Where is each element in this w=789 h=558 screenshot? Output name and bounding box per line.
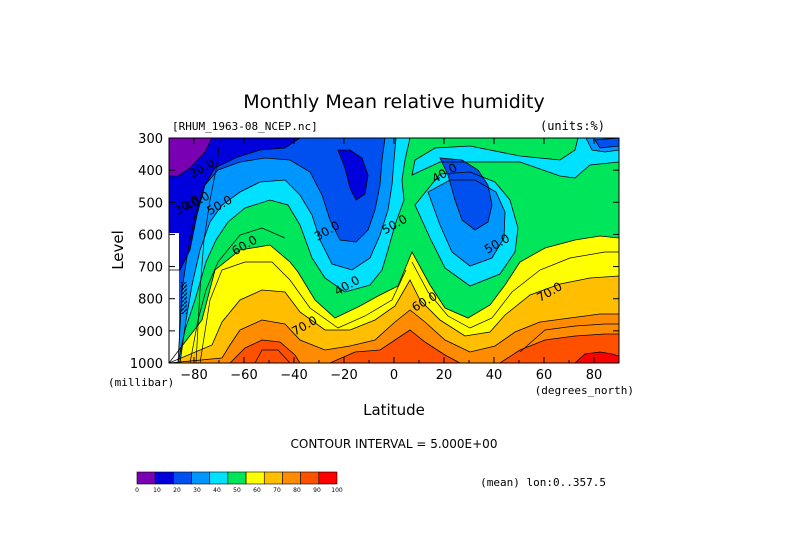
x-tick-label: 80 [586,368,603,383]
colorbar-tick-label: 30 [193,487,201,494]
contour-bands [169,138,619,363]
y-tick-label: 300 [138,132,163,147]
contour-line-yellow-band [169,235,619,363]
x-tick-label: 20 [436,368,453,383]
y-tick-label: 400 [138,164,163,179]
colorbar-tick-label: 60 [253,487,261,494]
contour-line-deep-blue-band [169,138,369,271]
isoline-2 [189,227,286,363]
colorbar-tick-label: 20 [173,487,181,494]
isoline-4 [254,349,291,363]
colorbar-tick-label: 70 [273,487,281,494]
colorbar-segment [245,471,265,485]
units-label: (units:%) [540,119,605,133]
contour-line-cyan-band [169,138,619,363]
colorbar: 0 10 20 30 40 50 60 70 80 90 100 [135,471,343,494]
band-red-orange-band [230,330,619,363]
y-axis-label: Level [109,230,127,270]
colorbar-tick-label: 10 [153,487,161,494]
colorbar-segment [209,471,229,485]
colorbar-segment [318,471,338,485]
isoline-0 [199,261,407,363]
contour-line-light-orange-band [169,275,619,363]
x-tick-label: −20 [330,368,357,383]
band-violet-band [169,138,212,176]
contour-line-orange-band [169,309,619,363]
x-tick-label: 0 [390,368,398,383]
x-tick-label: 60 [536,368,553,383]
colorbar-tick-label: 100 [331,487,343,494]
colorbar-segment [154,471,174,485]
colorbar-segment [136,471,156,485]
y-tick-label: 1000 [130,357,163,372]
y-tick-label: 500 [138,196,163,211]
x-axis-label: Latitude [363,401,425,419]
mean-longitude-text: (mean) lon:0..357.5 [480,476,606,489]
x-tick-label: −60 [230,368,257,383]
contour-interval-text: CONTOUR INTERVAL = 5.000E+00 [291,437,498,451]
colorbar-tick-label: 50 [233,487,241,494]
colorbar-segment [300,471,320,485]
y-tick-label: 700 [138,261,163,276]
band-red-band [575,352,619,363]
colorbar-tick-label: 40 [213,487,221,494]
x-tick-label: 40 [486,368,503,383]
y-tick-label: 900 [138,325,163,340]
contour-lines [169,138,619,363]
contour-line-red-band [574,351,619,363]
contour-line-sky-blue-band [169,138,619,363]
hatched-region [181,282,187,314]
x-tick-label: −40 [280,368,307,383]
file-label: [RHUM_1963-08_NCEP.nc] [172,120,318,133]
colorbar-segment [173,471,192,485]
colorbar-segment [282,471,301,485]
isoline-5 [195,139,221,363]
isoline-1 [411,251,619,329]
y-tick-label: 800 [138,293,163,308]
isoline-3 [519,323,619,353]
x-axis-ticks: −80 −60 −40 −20 0 20 40 60 80 [168,138,620,383]
colorbar-tick-label: 80 [293,487,301,494]
colorbar-segment [191,471,211,485]
contour-line-mid-blue-band [169,138,619,363]
y-tick-label: 600 [138,228,163,243]
chart-title: Monthly Mean relative humidity [243,91,545,113]
contour-line-violet-band [169,138,213,177]
x-tick-label: −80 [180,368,207,383]
colorbar-tick-label: 90 [313,487,321,494]
missing-data-mask [169,233,179,363]
colorbar-segment [263,471,283,485]
y-axis-ticks: 300 400 500 600 700 800 900 1000 [130,132,619,372]
band-cyan-band [169,138,619,363]
colorbar-tick-label: 0 [135,487,139,494]
y-axis-units: (millibar) [108,376,174,389]
colorbar-segment [227,471,247,485]
x-axis-units: (degrees_north) [535,384,634,397]
